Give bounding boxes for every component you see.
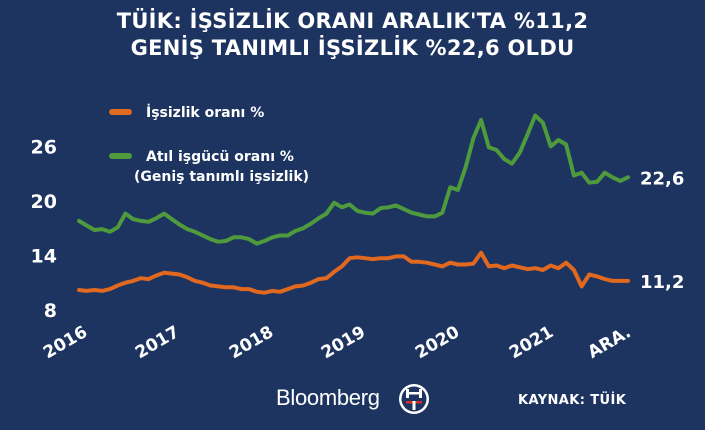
x-tick-label: 2018 (226, 322, 277, 363)
bloomberg-logo: Bloomberg (276, 385, 380, 410)
end-value-label-broad: 22,6 (640, 168, 684, 189)
end-value-label-unemployment: 11,2 (640, 272, 684, 293)
title-line-2: GENİŞ TANIMLI İŞSİZLİK %22,6 OLDU (130, 36, 575, 60)
ht-logo-icon (399, 384, 429, 414)
y-tick-label: 26 (31, 136, 57, 158)
legend-label-unemployment: İşsizlik oranı % (146, 104, 264, 121)
title-line-1: TÜİK: İŞSİZLİK ORANI ARALIK'TA %11,2 (116, 9, 589, 33)
legend-sublabel-broad: (Geniş tanımlı işsizlik) (134, 169, 309, 185)
x-tick-label: 2021 (506, 322, 557, 363)
chart-title: TÜİK: İŞSİZLİK ORANI ARALIK'TA %11,2 GEN… (0, 8, 705, 62)
legend-label-broad: Atıl işgücü oranı % (146, 149, 294, 165)
x-tick-label: 2020 (412, 322, 463, 363)
x-tick-label: ARA. (585, 322, 635, 362)
series-line-unemployment (77, 250, 630, 295)
x-tick-label: 2019 (318, 322, 369, 363)
series-line-broad (77, 113, 630, 246)
y-tick-label: 8 (44, 300, 57, 322)
y-tick-label: 14 (31, 245, 57, 267)
y-tick-label: 20 (31, 191, 57, 213)
x-tick-label: 2017 (132, 322, 183, 363)
x-tick-label: 2016 (40, 322, 91, 363)
source-label: KAYNAK: TÜİK (518, 393, 627, 408)
